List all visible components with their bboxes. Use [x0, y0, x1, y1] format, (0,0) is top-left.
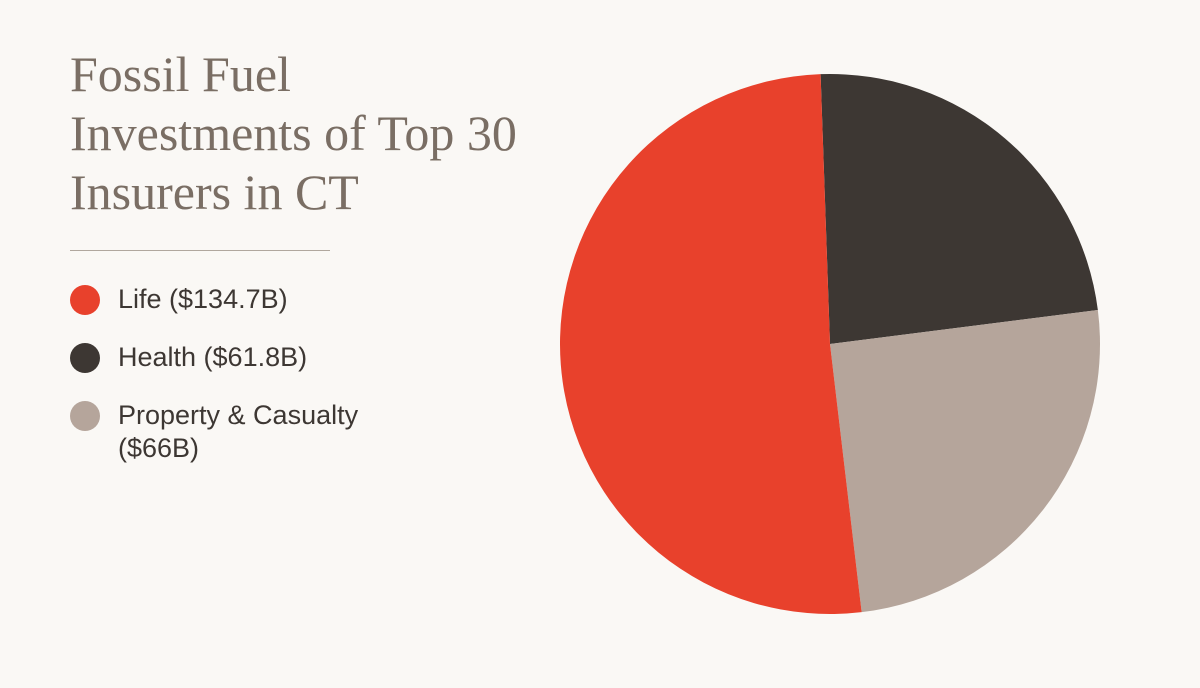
legend-label-property-casualty: Property & Casualty ($66B): [118, 399, 398, 467]
left-panel: Fossil Fuel Investments of Top 30 Insure…: [0, 0, 530, 466]
chart-legend: Life ($134.7B) Health ($61.8B) Property …: [70, 283, 530, 466]
pie-chart: [560, 74, 1100, 614]
legend-swatch-health: [70, 343, 100, 373]
legend-item-property-casualty: Property & Casualty ($66B): [70, 399, 530, 467]
legend-swatch-life: [70, 285, 100, 315]
chart-title: Fossil Fuel Investments of Top 30 Insure…: [70, 45, 530, 222]
pie-slice-health: [821, 74, 1098, 344]
legend-item-life: Life ($134.7B): [70, 283, 530, 317]
chart-panel: [530, 74, 1200, 614]
title-divider: [70, 250, 330, 251]
chart-container: Fossil Fuel Investments of Top 30 Insure…: [0, 0, 1200, 688]
legend-swatch-property-casualty: [70, 401, 100, 431]
legend-label-life: Life ($134.7B): [118, 283, 288, 317]
legend-item-health: Health ($61.8B): [70, 341, 530, 375]
legend-label-health: Health ($61.8B): [118, 341, 307, 375]
pie-slice-life: [560, 74, 862, 614]
pie-slice-property-casualty: [830, 310, 1100, 612]
